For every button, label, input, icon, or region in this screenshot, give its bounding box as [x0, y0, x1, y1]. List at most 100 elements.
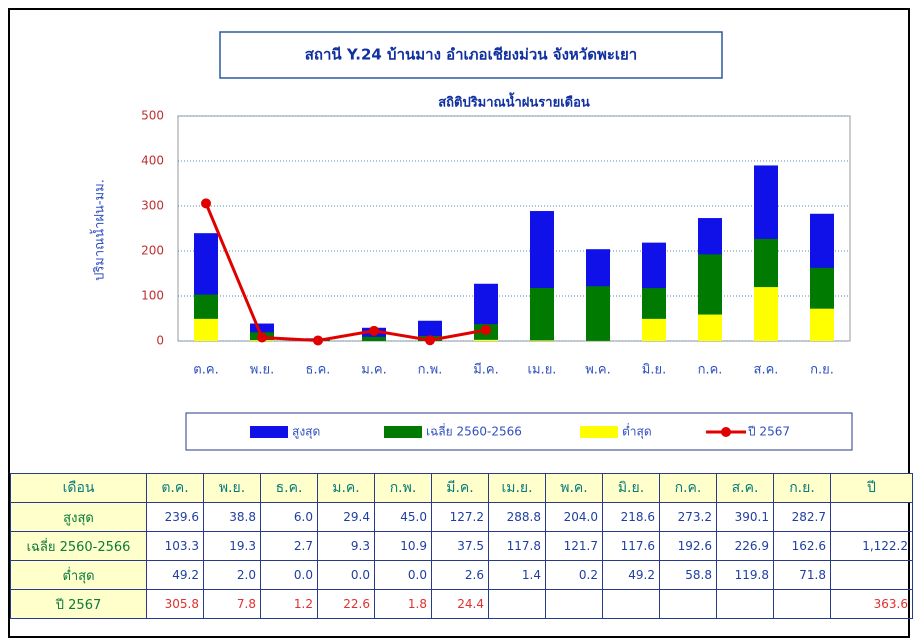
value-cell: 127.2 [432, 503, 489, 532]
value-cell: 2.6 [432, 561, 489, 590]
x-tick-label: มี.ค. [473, 362, 499, 378]
value-cell: 19.3 [204, 532, 261, 561]
value-cell: 288.8 [489, 503, 546, 532]
row-label: เฉลี่ย 2560-2566 [11, 532, 147, 561]
value-cell: 6.0 [261, 503, 318, 532]
value-cell: 58.8 [660, 561, 717, 590]
month-header: พ.ย. [204, 474, 261, 503]
value-cell: 7.8 [204, 590, 261, 619]
y-tick-label: 500 [141, 109, 164, 123]
value-cell: 390.1 [717, 503, 774, 532]
legend-swatch [384, 426, 422, 438]
annual-cell [831, 503, 913, 532]
x-tick-label: ม.ค. [361, 363, 387, 378]
month-header: ก.ค. [660, 474, 717, 503]
legend-swatch [250, 426, 288, 438]
x-tick-label: พ.ค. [585, 363, 611, 378]
chart-title: สถานี Y.24 บ้านมาง อำเภอเชียงม่วน จังหวั… [305, 46, 637, 64]
value-cell: 22.6 [318, 590, 375, 619]
row-label: สูงสุด [11, 503, 147, 532]
value-cell: 24.4 [432, 590, 489, 619]
value-cell: 162.6 [774, 532, 831, 561]
data-table: เดือนต.ค.พ.ย.ธ.ค.ม.ค.ก.พ.มี.ค.เม.ย.พ.ค.ม… [10, 473, 913, 619]
value-cell: 192.6 [660, 532, 717, 561]
row-label: ปี 2567 [11, 590, 147, 619]
line-marker [257, 332, 267, 342]
value-cell: 0.2 [546, 561, 603, 590]
line-marker [313, 335, 323, 345]
value-cell: 2.0 [204, 561, 261, 590]
value-cell [717, 590, 774, 619]
value-cell: 239.6 [147, 503, 204, 532]
value-cell: 38.8 [204, 503, 261, 532]
bar [530, 340, 554, 341]
line-marker [481, 325, 491, 335]
row-label: ต่ำสุด [11, 561, 147, 590]
value-cell: 0.0 [261, 561, 318, 590]
value-cell: 1.8 [375, 590, 432, 619]
month-header: ธ.ค. [261, 474, 318, 503]
month-header: มิ.ย. [603, 474, 660, 503]
value-cell: 49.2 [147, 561, 204, 590]
value-cell: 2.7 [261, 532, 318, 561]
bar [642, 319, 666, 341]
value-cell: 0.0 [375, 561, 432, 590]
x-tick-label: ก.พ. [418, 363, 443, 378]
legend-label: สูงสุด [292, 425, 320, 440]
x-tick-label: ส.ค. [754, 363, 779, 378]
x-tick-label: เม.ย. [528, 363, 557, 378]
annual-cell [831, 561, 913, 590]
value-cell: 49.2 [603, 561, 660, 590]
value-cell: 305.8 [147, 590, 204, 619]
month-header: ก.พ. [375, 474, 432, 503]
header-row: เดือนต.ค.พ.ย.ธ.ค.ม.ค.ก.พ.มี.ค.เม.ย.พ.ค.ม… [11, 474, 913, 503]
legend-label: ปี 2567 [747, 425, 790, 439]
value-cell: 103.3 [147, 532, 204, 561]
line [206, 203, 486, 340]
annual-header: ปี [831, 474, 913, 503]
bar [194, 319, 218, 341]
value-cell: 71.8 [774, 561, 831, 590]
value-cell: 0.0 [318, 561, 375, 590]
bar [586, 286, 610, 341]
line-marker [201, 198, 211, 208]
bar [530, 288, 554, 341]
y-tick-label: 300 [141, 199, 164, 213]
value-cell: 29.4 [318, 503, 375, 532]
value-cell: 226.9 [717, 532, 774, 561]
annual-cell: 363.6 [831, 590, 913, 619]
line-marker [425, 335, 435, 345]
month-header: ส.ค. [717, 474, 774, 503]
value-cell: 218.6 [603, 503, 660, 532]
value-cell [603, 590, 660, 619]
y-tick-label: 400 [141, 154, 164, 168]
value-cell: 1.2 [261, 590, 318, 619]
bar [810, 309, 834, 341]
y-tick-label: 200 [141, 244, 164, 258]
value-cell: 10.9 [375, 532, 432, 561]
corner-header: เดือน [11, 474, 147, 503]
bar [754, 287, 778, 341]
legend-swatch [580, 426, 618, 438]
value-cell [489, 590, 546, 619]
month-header: ต.ค. [147, 474, 204, 503]
value-cell: 45.0 [375, 503, 432, 532]
value-cell: 9.3 [318, 532, 375, 561]
value-cell: 119.8 [717, 561, 774, 590]
y-tick-label: 100 [141, 289, 164, 303]
value-cell: 204.0 [546, 503, 603, 532]
month-header: ก.ย. [774, 474, 831, 503]
y-axis-label: ปริมาณน้ำฝน-มม. [90, 179, 108, 281]
value-cell: 273.2 [660, 503, 717, 532]
bar [698, 315, 722, 341]
chart-subtitle: สถิติปริมาณน้ำฝนรายเดือน [438, 92, 590, 111]
chart: สถานี Y.24 บ้านมาง อำเภอเชียงม่วน จังหวั… [0, 0, 920, 470]
value-cell [774, 590, 831, 619]
annual-cell: 1,122.2 [831, 532, 913, 561]
line-marker [369, 326, 379, 336]
value-cell: 1.4 [489, 561, 546, 590]
month-header: มี.ค. [432, 474, 489, 503]
